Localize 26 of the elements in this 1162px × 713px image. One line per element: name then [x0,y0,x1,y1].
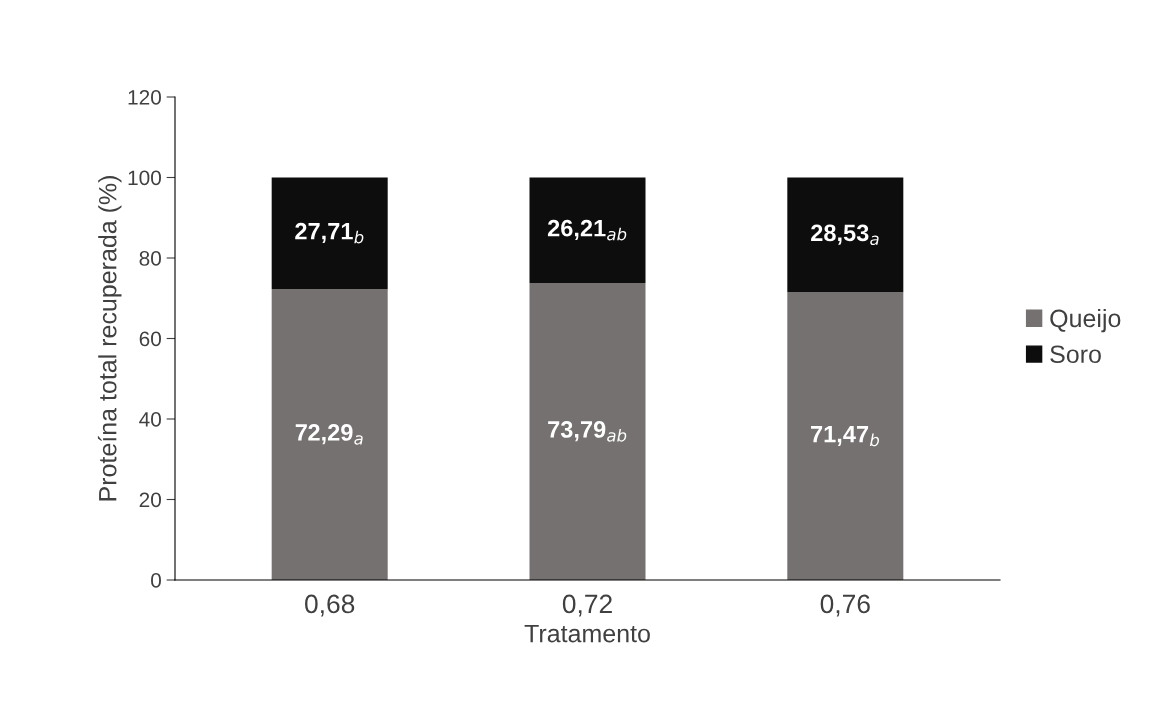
data-label: 26,21$_{ab}$ [547,219,627,241]
x-axis-title: Tratamento [524,624,650,643]
y-tick-label: 100 [128,170,161,186]
data-label: 27,71$_{b}$ [295,222,364,244]
bar [529,177,646,283]
y-tick-label: 60 [139,331,161,347]
y-tick-label: 40 [139,412,161,427]
data-label: 71,47$_{b}$ [811,425,880,447]
y-tick-label: 80 [139,251,161,266]
bar [271,289,388,580]
data-label: 72,29$_{a}$ [295,424,363,445]
x-tick-label: 0,76 [820,594,870,617]
x-tick-label: 0,68 [305,594,355,617]
y-tick-label: 20 [139,492,161,508]
legend-label: Queijo [1050,308,1121,333]
data-label: 28,53$_{a}$ [811,224,879,246]
bar [271,177,388,290]
bar [787,177,904,293]
bar [787,292,904,580]
y-axis-title: Proteína total recuperada (%) [97,176,122,501]
y-tick-label: 0 [151,573,161,588]
data-label: 73,79$_{ab}$ [548,421,627,442]
x-tick-label: 0,72 [562,594,612,617]
y-tick-label: 120 [128,90,161,105]
legend-label: Soro [1050,345,1101,364]
bar [529,283,646,580]
